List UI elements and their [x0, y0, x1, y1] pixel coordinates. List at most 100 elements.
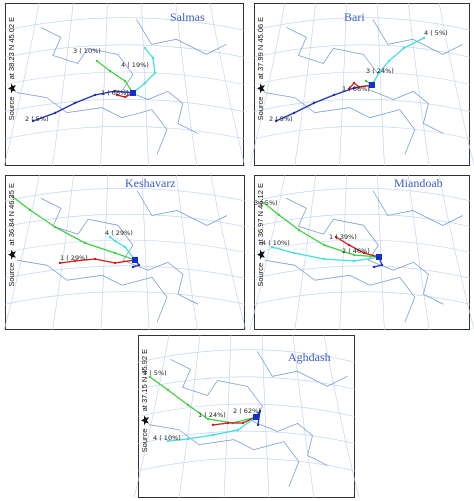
graticule	[137, 403, 356, 417]
cluster-label: 1 ( 66%)	[342, 85, 370, 93]
source-star	[257, 249, 265, 260]
trajectory-point	[322, 257, 326, 261]
cluster-label: 1 ( 66%)	[101, 89, 129, 97]
trajectory	[212, 416, 257, 426]
trajectory-point	[166, 439, 170, 443]
source-word: Source	[256, 263, 265, 287]
trajectory	[12, 196, 136, 261]
cluster-label: 2 ( 5%)	[269, 115, 293, 123]
graticule	[223, 334, 232, 499]
cluster-label: 2 ( 62%)	[233, 407, 261, 415]
trajectory-point	[95, 59, 99, 63]
trajectory-point	[131, 265, 135, 269]
trajectory-point	[270, 245, 274, 249]
graticule	[4, 98, 245, 112]
graticule	[407, 2, 430, 167]
source-star	[257, 83, 265, 94]
trajectory-point	[143, 81, 147, 85]
trajectory	[263, 202, 380, 258]
coastline	[264, 190, 463, 323]
source-marker	[253, 414, 259, 420]
trajectory-point	[274, 119, 278, 123]
graticule	[253, 17, 471, 31]
map-panel: Salmas 3 ( 10%) 4 ( 19%) 1 ( 66%) 2 ( 5%) Sou…	[3, 2, 246, 167]
trajectory-point	[332, 93, 336, 97]
trajectory-point	[73, 259, 77, 263]
source-word: Source	[7, 97, 16, 121]
graticule	[52, 174, 74, 331]
cluster-label: 3 ( 5%)	[254, 199, 278, 207]
graticule	[175, 2, 198, 167]
graticule	[137, 458, 356, 472]
trajectory-point	[186, 403, 190, 407]
source-caption: Source at 37.99 N 45.06 E	[256, 17, 265, 121]
source-caption: Source at 38.23 N 45.02 E	[7, 17, 16, 121]
graticule	[253, 188, 471, 202]
graticule	[339, 174, 347, 331]
trajectory-point	[28, 208, 32, 212]
trajectory	[348, 82, 373, 90]
graticule	[3, 174, 40, 331]
source-marker	[132, 257, 138, 263]
graticule	[4, 291, 246, 305]
graticule	[253, 71, 471, 85]
map-panel: Miandoab 3 ( 5%) 4 ( 10%) 1 ( 39%) 2 ( 46%) S…	[249, 174, 474, 331]
station-name: Keshavarz	[125, 176, 176, 190]
graticule	[178, 334, 201, 499]
trajectory-point	[143, 46, 147, 50]
graticule	[438, 174, 474, 331]
graticule	[261, 334, 270, 499]
trajectory-point	[113, 89, 117, 93]
graticule	[253, 213, 471, 227]
trajectory	[275, 84, 373, 122]
coastline	[148, 351, 348, 487]
station-name: Salmas	[170, 10, 205, 24]
trajectory-point	[137, 263, 141, 267]
trajectory-point	[113, 239, 117, 243]
map-panel: Keshavarz 4 ( 29%) 1 ( 29%) Source at 36.84 …	[3, 174, 247, 331]
trajectory-point	[123, 79, 127, 83]
trajectory-point	[166, 388, 170, 392]
cluster-label: 4 ( 19%)	[121, 61, 149, 69]
trajectory-point	[93, 93, 97, 97]
trajectory-point	[113, 261, 117, 265]
trajectory-point	[258, 409, 262, 413]
cluster-label: 4 ( 10%)	[153, 434, 181, 442]
trajectory-point	[297, 228, 301, 232]
trajectory-point	[186, 437, 190, 441]
graticule	[3, 2, 40, 167]
trajectory-point	[372, 265, 376, 269]
source-caption: Source at 36.84 N 46.35 E	[7, 183, 16, 287]
trajectory-point	[256, 423, 260, 427]
trajectory-point	[123, 95, 127, 99]
source-word: Source	[7, 263, 16, 287]
source-location: at 36.84 N 46.35 E	[7, 183, 16, 246]
cluster-label: 1 ( 39%)	[329, 233, 357, 241]
trajectory	[96, 60, 134, 94]
trajectory-point	[93, 257, 97, 261]
trajectory-point	[377, 71, 381, 75]
graticule	[4, 71, 245, 85]
map-panel: Bari 4 ( 5%) 3 ( 24%) 1 ( 66%) 2 ( 5%) Source…	[249, 2, 474, 167]
cluster-label: 2 ( 46%)	[342, 247, 370, 255]
trajectory-point	[292, 111, 296, 115]
graticule	[339, 2, 347, 167]
trajectory	[32, 90, 134, 122]
trajectory-point	[241, 421, 245, 425]
trajectory-point	[53, 225, 57, 229]
graticule	[4, 265, 246, 279]
graticule	[137, 430, 356, 444]
trajectory-point	[108, 69, 112, 73]
trajectory-point	[11, 195, 15, 199]
graticule	[253, 265, 471, 279]
trajectory-point	[211, 423, 215, 427]
source-marker	[130, 90, 136, 96]
graticule	[407, 174, 430, 331]
cluster-label: 3 ( 10%)	[73, 47, 101, 55]
source-caption: Source at 36.97 N 46.12 E	[256, 183, 265, 287]
trajectory-point	[347, 243, 351, 247]
source-word: Source	[256, 97, 265, 121]
panel-frame	[138, 335, 355, 498]
graticule	[137, 376, 356, 390]
